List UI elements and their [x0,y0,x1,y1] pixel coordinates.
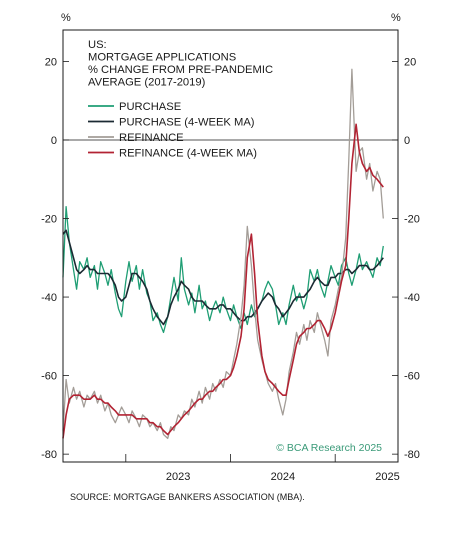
x-tick-label: 2023 [166,471,190,483]
y-tick-label-right: -80 [404,449,420,461]
y-tick-label-right: -40 [404,292,420,304]
chart-title: US:MORTGAGE APPLICATIONS% CHANGE FROM PR… [88,39,273,89]
watermark: © BCA Research 2025 [276,442,382,454]
plot-frame [62,29,399,463]
title-line: US: [88,39,107,51]
y-tick-label-right: -20 [404,214,420,226]
y-tick-label-left: 0 [51,135,57,147]
legend-label: PURCHASE (4-WEEK MA) [119,117,255,129]
title-line: AVERAGE (2017-2019) [88,77,206,89]
y-unit-left: % [61,12,71,24]
y-tick-label-left: 20 [45,56,57,68]
legend-label: REFINANCE [119,132,184,144]
y-tick-label-left: -20 [41,214,57,226]
axis-layer: 20 20 0 0 -20 -20 -40 -40 -60 -60 -80 -80 2023 2024 20… [41,29,420,483]
y-tick-label-left: -40 [41,292,57,304]
y-tick-label-right: -60 [404,371,420,383]
y-tick-label-left: -60 [41,371,57,383]
y-unit-right: % [391,12,401,24]
title-line: % CHANGE FROM PRE-PANDEMIC [88,64,273,76]
x-tick-label: 2025 [375,471,399,483]
y-tick-label-right: 0 [404,135,410,147]
x-tick-label: 2024 [271,471,295,483]
title-line: MORTGAGE APPLICATIONS [88,52,236,64]
y-tick-label-right: 20 [404,56,416,68]
series-layer [62,68,384,440]
legend-label: PURCHASE [119,101,181,113]
series-line-0 [62,206,384,334]
series-line-3 [62,123,384,439]
y-tick-label-left: -80 [41,449,57,461]
source-note: SOURCE: MORTGAGE BANKERS ASSOCIATION (MB… [70,492,305,502]
series-line-1 [62,229,384,326]
legend: PURCHASE PURCHASE (4-WEEK MA) REFINANCE REF… [88,101,257,160]
legend-label: REFINANCE (4-WEEK MA) [119,148,257,160]
